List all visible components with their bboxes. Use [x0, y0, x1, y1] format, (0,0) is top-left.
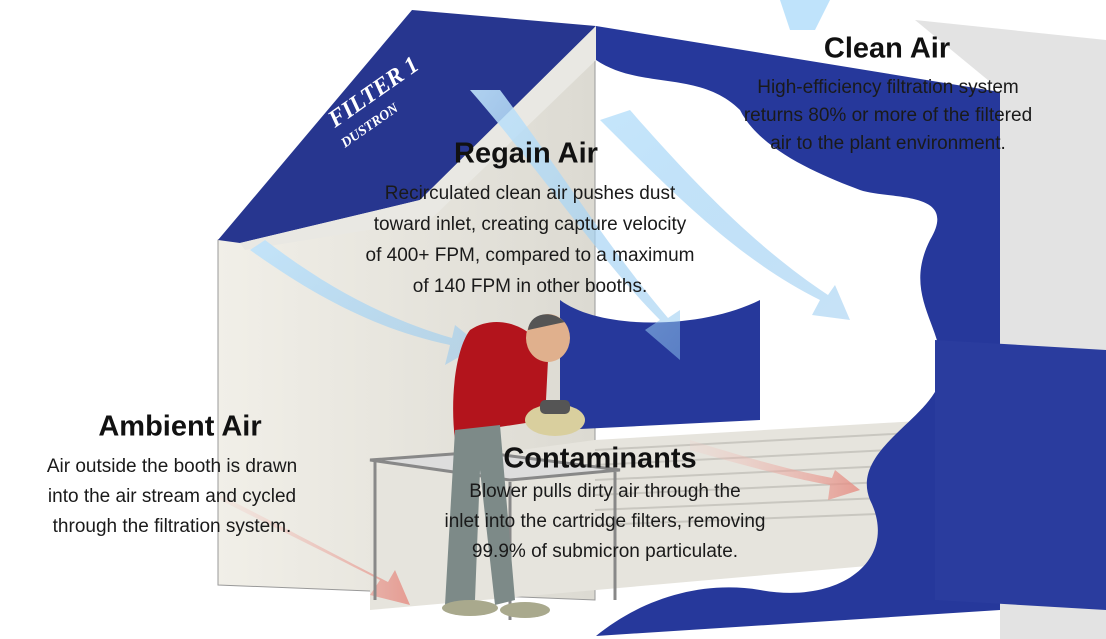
airflow-arrow — [780, 0, 830, 30]
section-description: Air outside the booth is drawn — [47, 456, 297, 477]
section-description: Recirculated clean air pushes dust — [385, 183, 676, 204]
booth-illustration: FILTER 1 DUSTRON Clean AirHigh-efficienc… — [0, 0, 1106, 639]
section-description: of 400+ FPM, compared to a maximum — [366, 245, 695, 266]
section-title: Contaminants — [503, 443, 696, 475]
section-description: into the air stream and cycled — [48, 486, 296, 507]
section-description: Blower pulls dirty air through the — [469, 481, 740, 502]
duct — [935, 340, 1106, 610]
page: {"brand": {"name": "FILTER 1", "subname"… — [0, 0, 1106, 639]
section-title: Ambient Air — [98, 411, 261, 443]
section-description: through the filtration system. — [53, 516, 292, 537]
section-description: returns 80% or more of the filtered — [744, 105, 1032, 126]
section-title: Clean Air — [824, 33, 950, 65]
section-description: 99.9% of submicron particulate. — [472, 541, 738, 562]
section-description: toward inlet, creating capture velocity — [374, 214, 687, 235]
section-description: inlet into the cartridge filters, removi… — [444, 511, 765, 532]
section-description: High-efficiency filtration system — [757, 77, 1019, 98]
section-description: of 140 FPM in other booths. — [413, 276, 647, 297]
section-description: air to the plant environment. — [770, 133, 1006, 154]
section-title: Regain Air — [454, 138, 598, 170]
